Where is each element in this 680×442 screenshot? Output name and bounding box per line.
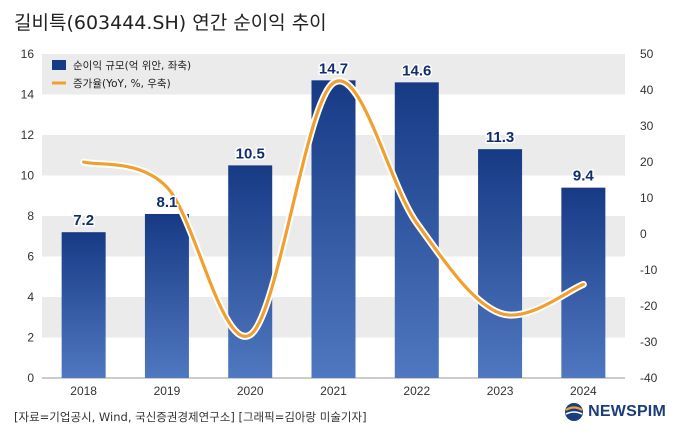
bar-value-label: 8.1 (156, 194, 177, 211)
x-tick-label: 2023 (487, 384, 514, 398)
right-tick-label: -20 (640, 299, 658, 313)
bar (144, 213, 189, 378)
x-tick-label: 2020 (237, 384, 264, 398)
bar-value-label: 10.5 (236, 145, 265, 162)
left-tick-label: 10 (21, 169, 35, 183)
x-tick-label: 2021 (320, 384, 347, 398)
right-axis-ticks: -40 -30 -20 -10 0 10 20 30 40 50 (640, 47, 658, 385)
chart-area: 0 2 4 6 8 10 12 14 16 -40 -30 -20 -10 0 10 20 30 40 50 20… (21, 47, 658, 398)
bar-value-label: 11.3 (486, 129, 514, 146)
globe-icon (565, 403, 584, 421)
right-tick-label: 20 (640, 155, 654, 169)
bar (311, 80, 356, 378)
right-tick-label: 30 (640, 119, 654, 133)
bar-series (61, 80, 606, 378)
left-tick-label: 0 (27, 371, 34, 385)
bar (61, 232, 106, 378)
bar (228, 165, 273, 378)
source-credit: [자료=기업공시, Wind, 국신증권경제연구소] [그래픽=김아랑 미술기자… (14, 410, 367, 424)
right-tick-label: 10 (640, 191, 654, 205)
right-tick-label: -40 (640, 371, 658, 385)
left-tick-label: 2 (27, 331, 34, 345)
bar (394, 82, 439, 378)
newspim-logo[interactable]: NEWSPIM (564, 402, 666, 422)
left-tick-label: 4 (27, 290, 34, 304)
left-tick-label: 14 (21, 88, 35, 102)
left-tick-label: 6 (27, 250, 34, 264)
bar-value-label: 7.2 (73, 212, 94, 229)
legend: 순이익 규모(억 위안, 좌축) 증가율(YoY, %, 우축) (52, 59, 191, 90)
right-tick-label: 40 (640, 83, 654, 97)
x-tick-label: 2022 (403, 384, 430, 398)
growth-line (82, 79, 585, 338)
right-tick-label: 0 (640, 227, 647, 241)
legend-bar-swatch (52, 60, 66, 70)
chart-title: 길비특(603444.SH) 연간 순이익 추이 (14, 12, 327, 34)
bar (478, 149, 523, 378)
logo-text: NEWSPIM (588, 403, 666, 420)
x-tick-label: 2024 (570, 384, 597, 398)
bar-value-label: 14.6 (402, 62, 431, 79)
left-tick-label: 12 (21, 128, 35, 142)
right-tick-label: -30 (640, 335, 658, 349)
right-tick-label: -10 (640, 263, 658, 277)
x-tick-label: 2018 (70, 384, 97, 398)
bar-value-label: 14.7 (319, 60, 348, 77)
legend-line-label: 증가율(YoY, %, 우축) (73, 78, 171, 90)
bar-value-label: 9.4 (573, 168, 595, 185)
x-axis-labels: 2018 2019 2020 2021 2022 2023 2024 (70, 384, 597, 398)
x-tick-label: 2019 (154, 384, 181, 398)
line-series (80, 77, 587, 340)
legend-bar-label: 순이익 규모(억 위안, 좌축) (73, 59, 191, 72)
left-tick-label: 16 (21, 47, 35, 61)
left-axis-ticks: 0 2 4 6 8 10 12 14 16 (21, 47, 35, 385)
right-tick-label: 50 (640, 47, 654, 61)
left-tick-label: 8 (27, 209, 34, 223)
bar-data-labels: 7.2 8.1 10.5 14.7 14.6 11.3 9.4 (72, 59, 596, 231)
